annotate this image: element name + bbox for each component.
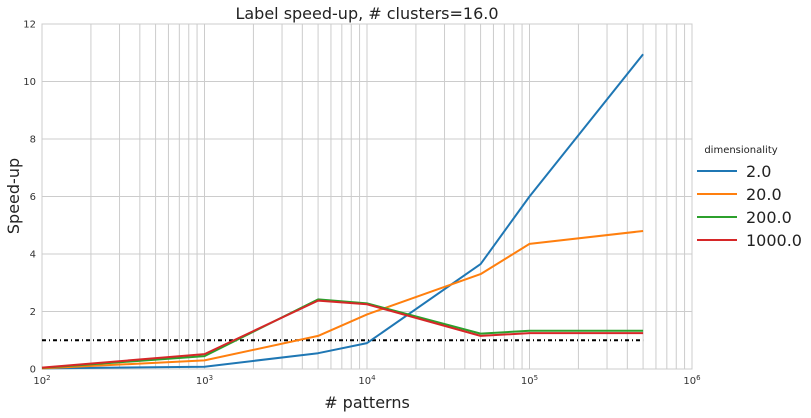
legend-title: dimensionality <box>704 145 777 156</box>
series-lines <box>41 53 644 370</box>
series-line-1000.0 <box>41 299 644 369</box>
x-tick-label: 102 <box>33 374 50 387</box>
y-tick-label: 2 <box>30 307 36 318</box>
y-tick-label: 12 <box>23 20 36 31</box>
x-axis-label: # patterns <box>324 393 410 412</box>
series-line-2.0 <box>41 53 644 370</box>
x-tick-label: 104 <box>358 374 376 387</box>
x-tick-labels: 102 103 104 105 106 <box>33 374 701 387</box>
y-tick-label: 8 <box>30 135 36 146</box>
legend-label: 200.0 <box>746 208 792 227</box>
y-axis-label: Speed-up <box>4 158 23 234</box>
y-tick-label: 10 <box>23 77 36 88</box>
y-tick-label: 0 <box>30 365 36 376</box>
x-tick-label: 106 <box>683 374 701 387</box>
legend-label: 2.0 <box>746 162 771 181</box>
grid-lines <box>41 23 692 370</box>
x-tick-label: 105 <box>521 374 538 387</box>
legend-label: 1000.0 <box>746 231 802 250</box>
y-tick-label: 4 <box>30 250 36 261</box>
x-tick-label: 103 <box>196 374 213 387</box>
chart-title: Label speed-up, # clusters=16.0 <box>235 4 498 23</box>
series-line-20.0 <box>41 230 644 370</box>
legend: dimensionality 2.0 20.0 200.0 1000.0 <box>697 145 802 250</box>
legend-label: 20.0 <box>746 185 782 204</box>
y-tick-labels: 0 2 4 6 8 10 12 <box>23 20 36 376</box>
y-tick-label: 6 <box>30 192 36 203</box>
